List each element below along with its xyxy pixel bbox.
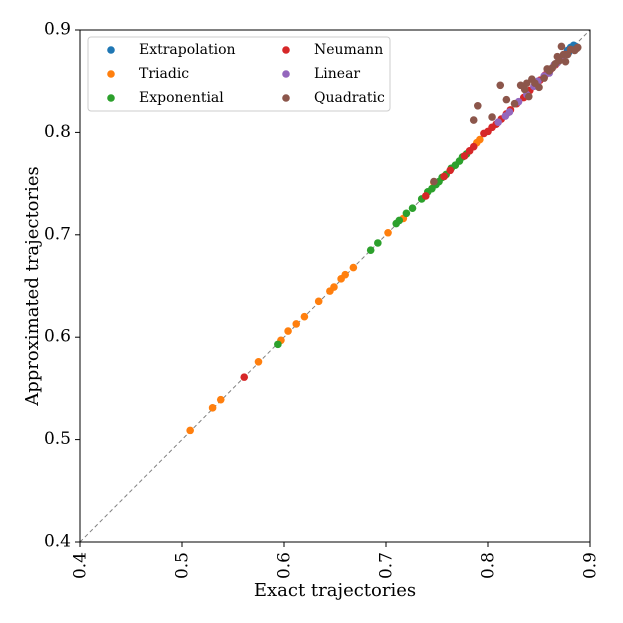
data-points	[186, 41, 582, 435]
data-point-quadratic	[510, 99, 519, 108]
data-point-triadic	[186, 426, 194, 435]
legend-label-quadratic: Quadratic	[314, 90, 385, 106]
data-point-exponential	[374, 239, 382, 247]
data-point-quadratic	[496, 81, 505, 90]
data-point-quadratic	[430, 177, 438, 186]
x-tick-label: 0.9	[581, 552, 601, 579]
x-tick-label: 0.6	[275, 552, 295, 579]
legend-marker-quadratic	[282, 94, 290, 102]
data-point-quadratic	[540, 74, 548, 82]
legend-box	[87, 36, 391, 112]
data-point-neumann	[240, 373, 249, 381]
data-point-quadratic	[561, 57, 570, 66]
data-point-quadratic	[557, 42, 566, 51]
y-tick-label: 0.4	[44, 532, 71, 552]
data-point-triadic	[300, 312, 309, 321]
y-tick-label: 0.9	[44, 20, 71, 40]
series-exponential	[274, 150, 471, 349]
legend-marker-exponential	[107, 94, 115, 102]
legend-marker-extrapolation	[107, 46, 115, 54]
data-point-neumann	[469, 142, 478, 151]
y-axis-label: Approximated trajectories	[22, 166, 43, 407]
plot-area-frame	[79, 29, 591, 543]
data-point-quadratic	[488, 113, 496, 121]
x-axis-label: Exact trajectories	[254, 580, 416, 601]
data-point-triadic	[314, 297, 323, 306]
data-point-quadratic	[502, 95, 511, 104]
data-point-triadic	[349, 263, 358, 272]
axis-ticks: 0.4 0.5 0.6 0.7 0.8 0.9 0.4 0.5 0.6 0.7 0.8 0.9	[44, 20, 601, 580]
y-tick-label: 0.5	[44, 429, 71, 449]
legend-marker-triadic	[107, 70, 115, 78]
data-point-exponential	[402, 209, 411, 218]
x-tick-label: 0.4	[71, 552, 91, 579]
data-point-quadratic	[535, 83, 543, 92]
data-point-triadic	[476, 135, 484, 144]
data-point-triadic	[254, 357, 263, 366]
data-point-exponential	[366, 246, 375, 254]
data-point-triadic	[292, 320, 301, 328]
data-point-exponential	[395, 216, 404, 225]
data-point-neumann	[446, 166, 455, 175]
x-tick-label: 0.5	[173, 552, 193, 579]
legend-label-linear: Linear	[314, 66, 360, 82]
data-point-linear	[494, 118, 503, 126]
legend: Extrapolation Triadic Exponential Neumann Li…	[87, 36, 391, 112]
data-point-triadic	[341, 270, 350, 279]
data-point-neumann	[421, 192, 430, 200]
data-point-neumann	[460, 152, 469, 160]
data-point-triadic	[208, 404, 217, 412]
data-point-quadratic	[474, 101, 482, 110]
legend-marker-linear	[282, 70, 290, 78]
data-point-quadratic	[573, 43, 582, 52]
data-point-triadic	[330, 283, 338, 291]
data-point-triadic	[284, 327, 292, 335]
data-point-exponential	[274, 340, 282, 349]
legend-label-neumann: Neumann	[314, 42, 383, 58]
data-point-neumann	[440, 172, 448, 181]
x-tick-label: 0.8	[479, 552, 499, 579]
data-point-quadratic	[520, 85, 529, 94]
series-quadratic	[430, 42, 582, 186]
data-point-quadratic	[525, 92, 533, 101]
data-point-quadratic	[522, 79, 531, 88]
legend-label-triadic: Triadic	[139, 66, 189, 82]
data-point-quadratic	[469, 116, 478, 124]
y-tick-label: 0.6	[44, 327, 71, 347]
legend-marker-neumann	[282, 46, 290, 54]
data-point-linear	[505, 108, 514, 116]
y-tick-label: 0.8	[44, 122, 71, 142]
legend-label-exponential: Exponential	[139, 90, 224, 106]
legend-label-extrapolation: Extrapolation	[139, 42, 236, 58]
data-point-triadic	[384, 228, 392, 237]
y-tick-label: 0.7	[44, 224, 71, 244]
data-point-exponential	[408, 204, 417, 212]
data-point-triadic	[216, 395, 225, 404]
x-tick-label: 0.7	[377, 552, 397, 579]
data-point-quadratic	[555, 56, 564, 65]
